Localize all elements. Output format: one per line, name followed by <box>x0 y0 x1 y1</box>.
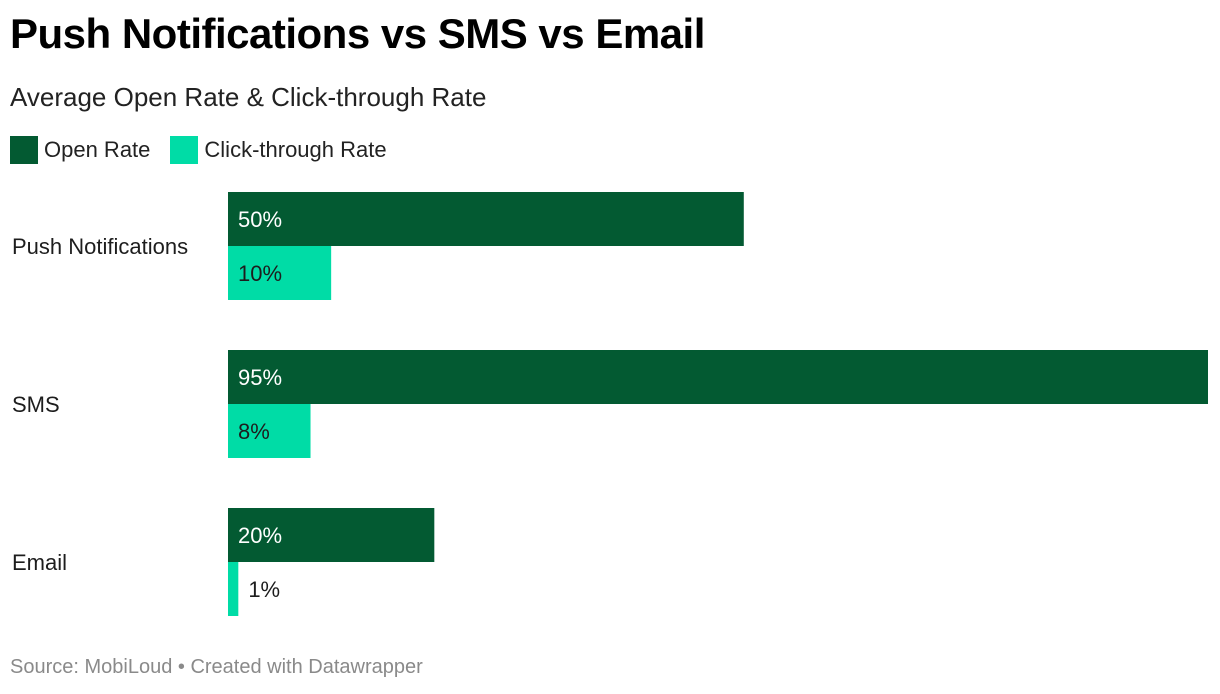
bar-open-rate-email <box>228 508 435 562</box>
data-label-click-through-rate-push-notifications: 10% <box>238 261 282 286</box>
bar-click-through-rate-push-notifications <box>228 246 332 300</box>
bar-open-rate-sms <box>228 350 1208 404</box>
bar-click-through-rate-email <box>228 562 239 616</box>
legend-item-click-through-rate: Click-through Rate <box>170 136 387 164</box>
legend-item-open-rate: Open Rate <box>10 136 150 164</box>
data-label-click-through-rate-sms: 8% <box>238 419 270 444</box>
chart-title: Push Notifications vs SMS vs Email <box>10 10 705 57</box>
category-label-sms: SMS <box>12 392 60 417</box>
bar-click-through-rate-sms <box>228 404 311 458</box>
data-label-click-through-rate-email: 1% <box>248 577 280 602</box>
chart-subtitle: Average Open Rate & Click-through Rate <box>10 82 487 112</box>
data-label-open-rate-email: 20% <box>238 523 282 548</box>
category-label-push-notifications: Push Notifications <box>12 234 188 259</box>
legend-swatch-click-through-rate <box>170 136 199 164</box>
data-label-open-rate-sms: 95% <box>238 365 282 390</box>
data-label-open-rate-push-notifications: 50% <box>238 207 282 232</box>
legend-label-click-through-rate: Click-through Rate <box>204 137 387 162</box>
source-note: Source: MobiLoud • Created with Datawrap… <box>10 656 423 678</box>
bar-open-rate-push-notifications <box>228 192 744 246</box>
legend: Open Rate Click-through Rate <box>10 136 407 164</box>
category-label-email: Email <box>12 550 67 575</box>
legend-swatch-open-rate <box>10 136 38 164</box>
legend-label-open-rate: Open Rate <box>44 137 151 162</box>
